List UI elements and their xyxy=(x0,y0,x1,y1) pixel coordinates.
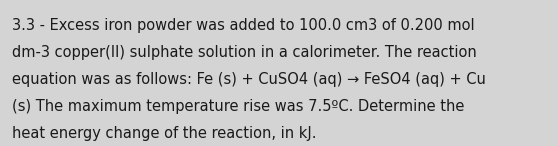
Text: (s) The maximum temperature rise was 7.5ºC. Determine the: (s) The maximum temperature rise was 7.5… xyxy=(12,99,465,114)
Text: 3.3 - Excess iron powder was added to 100.0 cm3 of 0.200 mol: 3.3 - Excess iron powder was added to 10… xyxy=(12,18,475,33)
Text: dm-3 copper(II) sulphate solution in a calorimeter. The reaction: dm-3 copper(II) sulphate solution in a c… xyxy=(12,45,477,60)
Text: equation was as follows: Fe (s) + CuSO4 (aq) → FeSO4 (aq) + Cu: equation was as follows: Fe (s) + CuSO4 … xyxy=(12,72,486,87)
Text: heat energy change of the reaction, in kJ.: heat energy change of the reaction, in k… xyxy=(12,126,317,141)
